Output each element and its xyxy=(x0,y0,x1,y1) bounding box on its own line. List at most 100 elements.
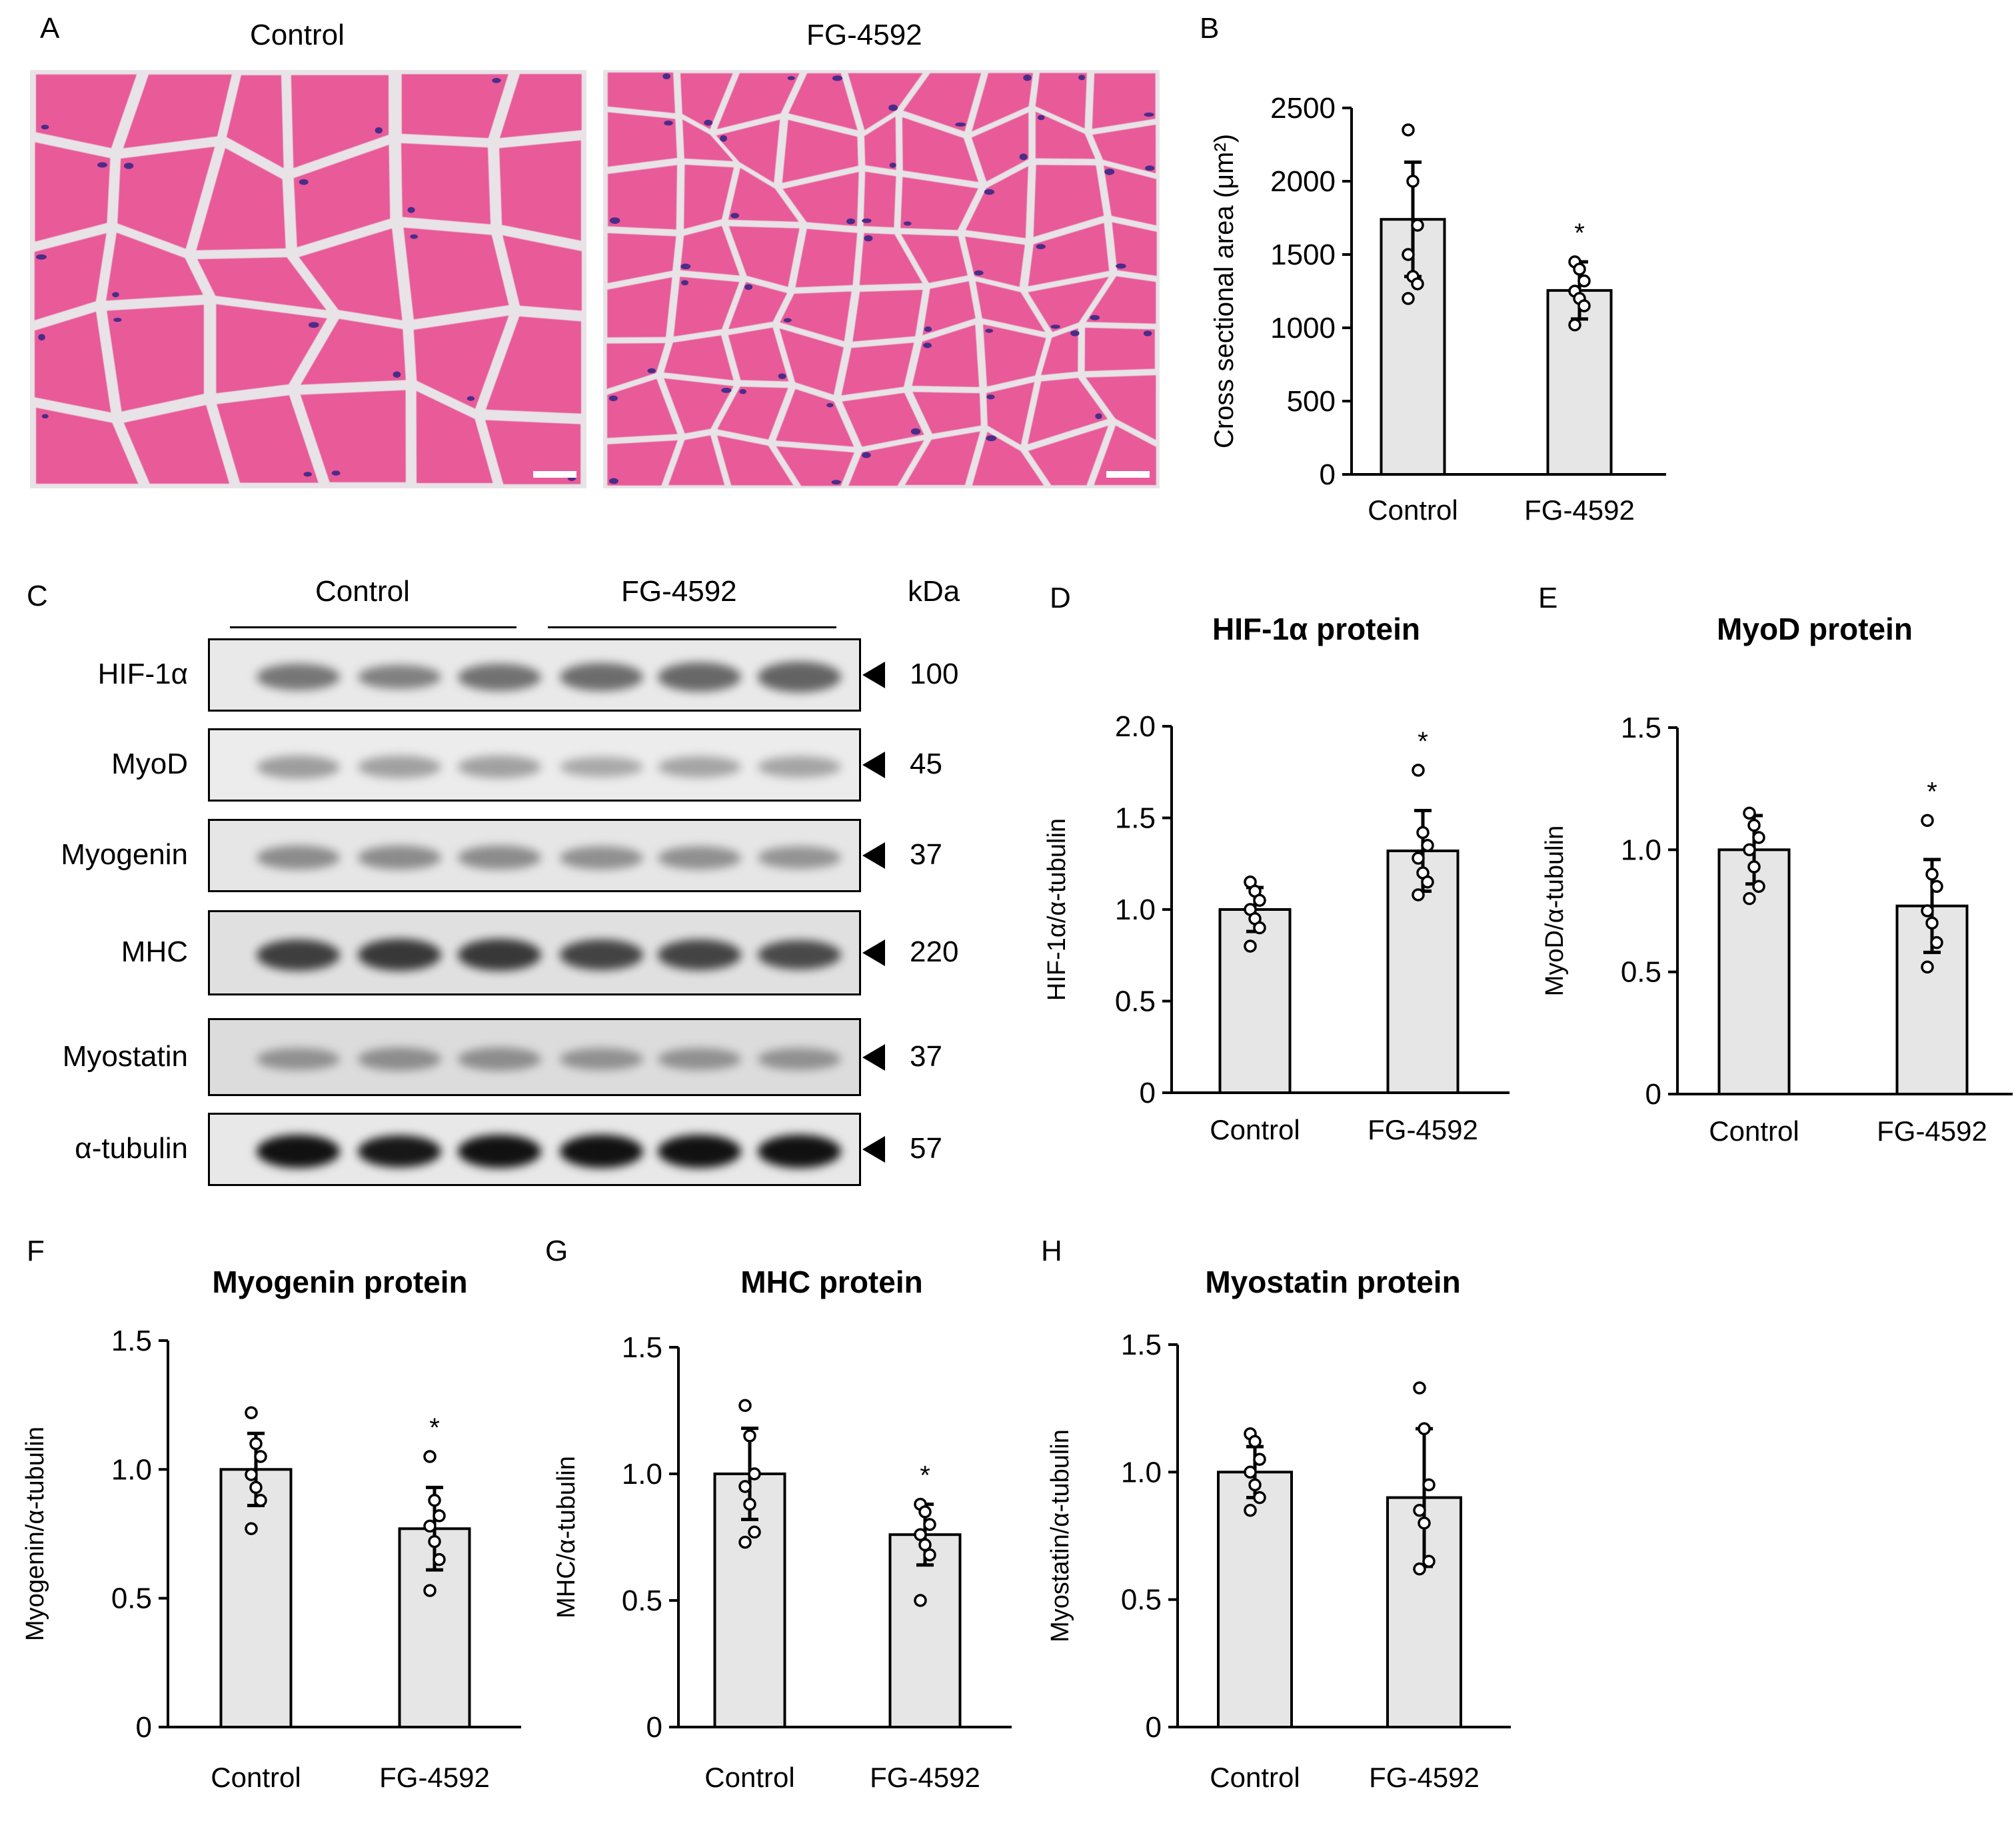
data-point xyxy=(255,1495,266,1506)
nucleus xyxy=(610,217,620,224)
blot-band xyxy=(560,757,643,778)
data-point xyxy=(1931,881,1942,892)
significance-marker: * xyxy=(1418,727,1428,756)
chart-hif1a: HIF-1α proteinHIF-1α/α-tubulin00.51.01.5… xyxy=(1026,580,1513,1166)
nucleus xyxy=(904,221,912,225)
data-point xyxy=(246,1407,257,1418)
x-category-label: FG-4592 xyxy=(1368,1114,1478,1145)
blot-protein-label: Myostatin xyxy=(0,1040,188,1073)
data-point xyxy=(434,1554,445,1565)
nucleus xyxy=(888,105,898,111)
y-tick-label: 1.5 xyxy=(1121,1329,1162,1361)
nucleus xyxy=(309,322,319,328)
data-point xyxy=(1419,1423,1430,1434)
blot-band xyxy=(560,1048,643,1071)
data-point xyxy=(246,1469,257,1480)
blot-band xyxy=(358,1135,441,1168)
data-point xyxy=(1245,1467,1256,1477)
nucleus xyxy=(42,414,49,418)
nucleus xyxy=(1116,263,1126,269)
panel-letter-c: C xyxy=(27,580,48,613)
muscle-fiber xyxy=(403,228,508,320)
x-category-label: FG-4592 xyxy=(870,1762,980,1793)
data-point xyxy=(749,1469,760,1479)
blot-protein-label: α-tubulin xyxy=(0,1132,188,1165)
blot-kda-value: 37 xyxy=(910,1040,942,1073)
data-point xyxy=(1414,1564,1425,1574)
histology-title-control: Control xyxy=(250,19,345,52)
blot-band xyxy=(758,1048,841,1071)
data-point xyxy=(251,1482,261,1493)
y-tick-label: 1.5 xyxy=(111,1325,152,1357)
blot-kda-value: 57 xyxy=(910,1132,942,1165)
histology-image-control xyxy=(30,70,586,488)
nucleus xyxy=(492,78,501,83)
muscle-fiber xyxy=(401,143,491,225)
blot-group-line-fg4592 xyxy=(548,626,836,628)
blot-band xyxy=(658,1048,741,1071)
blot-kda-value: 220 xyxy=(910,935,958,969)
blot-group-line-control xyxy=(230,626,516,628)
y-tick-label: 0.5 xyxy=(1115,985,1156,1018)
blot-band xyxy=(458,846,541,870)
data-point xyxy=(1245,1505,1256,1516)
blot-band xyxy=(458,1135,541,1168)
y-tick-label: 0 xyxy=(1320,458,1336,491)
y-tick-label: 0 xyxy=(136,1711,152,1744)
nucleus xyxy=(680,264,690,269)
nucleus xyxy=(467,396,475,401)
data-point xyxy=(1414,1505,1425,1516)
data-point xyxy=(1579,301,1589,311)
y-tick-label: 2000 xyxy=(1270,165,1336,198)
y-tick-label: 0 xyxy=(646,1711,662,1744)
blot-band xyxy=(560,939,643,970)
x-category-label: Control xyxy=(211,1762,301,1793)
data-point xyxy=(425,1585,435,1596)
nucleus xyxy=(720,135,727,142)
data-point xyxy=(1422,877,1433,888)
nucleus xyxy=(986,435,996,441)
chart-cross-sectional-area: Cross sectional area (μm²) 0 500 1000 1500 20… xyxy=(1186,67,1666,546)
nucleus xyxy=(1095,413,1102,419)
nucleus xyxy=(846,219,855,225)
nucleus xyxy=(1144,113,1154,117)
y-axis-label: Myogenin/α-tubulin xyxy=(21,1427,49,1641)
data-point xyxy=(1412,279,1423,289)
data-point xyxy=(434,1511,445,1521)
nucleus xyxy=(112,292,119,297)
nucleus xyxy=(1023,75,1031,81)
nucleus xyxy=(986,394,994,399)
nucleus xyxy=(681,280,688,285)
blot-band xyxy=(658,1135,741,1168)
blot-strip xyxy=(208,1113,861,1186)
nucleus xyxy=(784,318,792,322)
data-point xyxy=(1753,832,1764,843)
band-arrow-icon xyxy=(862,842,885,869)
data-point xyxy=(740,1481,750,1492)
y-tick-label: 1.0 xyxy=(1121,1456,1162,1489)
blot-band xyxy=(758,662,841,692)
chart-title: MHC protein xyxy=(740,1265,922,1299)
y-tick-label: 0.5 xyxy=(1121,1584,1162,1616)
y-tick-label: 0.5 xyxy=(622,1584,662,1617)
nucleus xyxy=(985,328,993,332)
blot-band xyxy=(358,1047,441,1071)
nucleus xyxy=(826,403,833,407)
chart-myogenin: Myogenin protein Myogenin/α-tubulin 0 0.5 1.… xyxy=(13,1233,526,1806)
scale-bar xyxy=(1106,471,1150,478)
nucleus xyxy=(408,207,415,213)
blot-band xyxy=(257,756,340,779)
nucleus xyxy=(955,123,966,127)
bar xyxy=(1220,910,1290,1093)
muscle-fiber xyxy=(852,290,922,342)
bar xyxy=(221,1469,291,1727)
blot-band xyxy=(257,1048,340,1071)
data-point xyxy=(1927,917,1937,928)
chart-mhc: MHC proteinMHC/α-tubulin00.51.01.5Contro… xyxy=(533,1233,1026,1806)
y-tick-label: 1.0 xyxy=(111,1453,152,1486)
blot-band xyxy=(758,846,841,869)
band-arrow-icon xyxy=(862,1044,885,1071)
x-category-label: Control xyxy=(704,1762,794,1793)
nucleus xyxy=(721,388,731,393)
data-point xyxy=(246,1523,257,1534)
